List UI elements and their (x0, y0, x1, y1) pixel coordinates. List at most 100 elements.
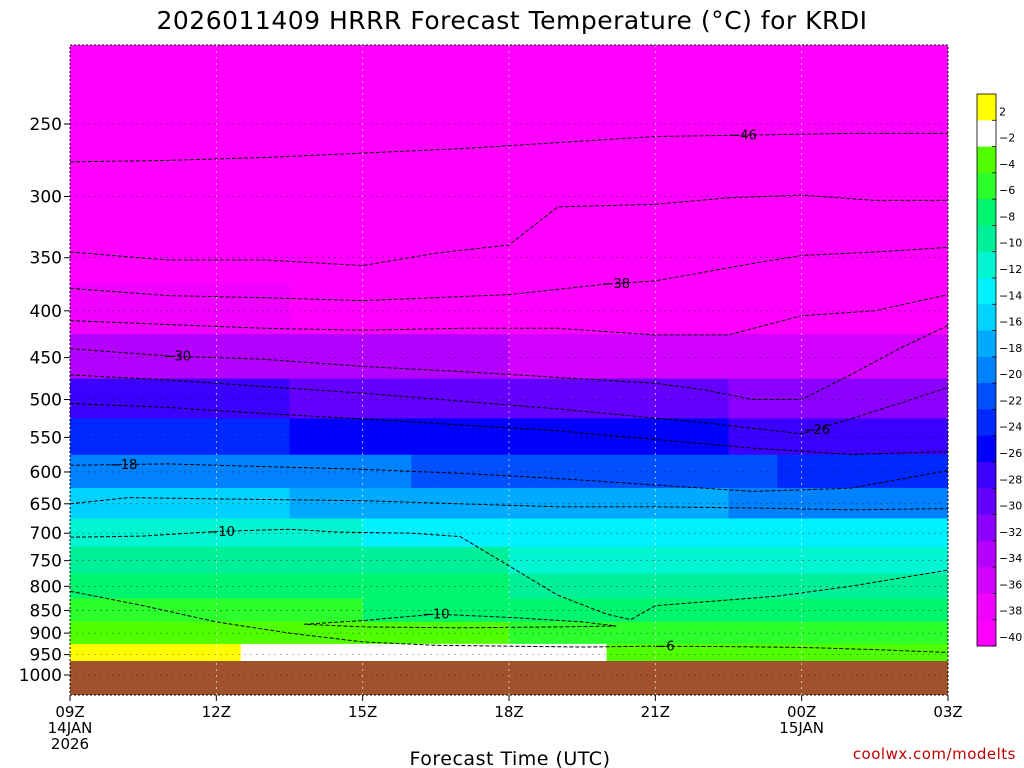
temperature-cell (387, 598, 413, 623)
temperature-cell (752, 334, 778, 380)
temperature-cell (874, 45, 900, 161)
colorbar-swatch (977, 356, 996, 384)
temperature-cell (338, 418, 364, 456)
temperature-cell (606, 160, 632, 228)
temperature-cell (533, 227, 559, 285)
temperature-cell (484, 45, 510, 161)
temperature-cell (923, 334, 948, 380)
temperature-cell (313, 621, 339, 645)
temperature-cell (484, 378, 510, 420)
colorbar-label: −28 (999, 473, 1022, 486)
temperature-cell (533, 160, 559, 228)
temperature-cell (679, 227, 705, 285)
colorbar-frame (976, 93, 997, 647)
temperature-cell (509, 227, 534, 285)
x-tick-label: 15Z (348, 703, 377, 721)
temperature-cell (533, 418, 559, 456)
y-tick-label: 750 (30, 552, 62, 572)
temperature-cell (289, 227, 315, 285)
temperature-cell (679, 45, 705, 161)
temperature-cell (362, 418, 388, 456)
temperature-cell (191, 546, 217, 574)
temperature-cell (460, 160, 486, 228)
temperature-cell (704, 284, 730, 335)
temperature-cell (630, 418, 656, 456)
colorbar-swatch (977, 304, 996, 331)
temperature-cell (387, 546, 413, 574)
colorbar-swatch (977, 593, 996, 620)
temperature-cell (435, 160, 461, 228)
temperature-cell (826, 418, 852, 456)
temperature-cell (460, 378, 486, 420)
temperature-cell (899, 227, 925, 285)
y-tick-label: 400 (30, 302, 62, 322)
temperature-cell (143, 334, 169, 380)
temperature-cell (679, 160, 705, 228)
temperature-cell (240, 45, 266, 161)
temperature-cell (923, 573, 948, 599)
temperature-cell (167, 227, 193, 285)
temperature-cell (655, 378, 681, 420)
colorbar-swatch (977, 567, 996, 594)
temperature-cell (850, 378, 876, 420)
temperature-cell (777, 334, 803, 380)
temperature-cell (777, 546, 803, 574)
temperature-cell (704, 454, 730, 489)
y-tick-label: 600 (30, 463, 62, 483)
temperature-cell (70, 45, 95, 161)
temperature-cell (728, 378, 754, 420)
y-tick-label: 550 (30, 428, 62, 448)
temperature-cell (752, 284, 778, 335)
colorbar-swatch (977, 383, 996, 410)
temperature-cell (752, 378, 778, 420)
temperature-cell (484, 418, 510, 456)
temperature-cell (240, 284, 266, 335)
temperature-cell (826, 45, 852, 161)
temperature-cell (70, 227, 95, 285)
y-tick-label: 350 (30, 249, 62, 269)
temperature-cell (509, 284, 534, 335)
contour-label: −10 (207, 525, 234, 540)
temperature-cell (752, 518, 778, 548)
temperature-cell (70, 418, 95, 456)
temperature-cell (338, 284, 364, 335)
temperature-cell (777, 487, 803, 520)
temperature-cell (191, 334, 217, 380)
temperature-cell (630, 378, 656, 420)
temperature-cell (143, 284, 169, 335)
temperature-cell (728, 284, 754, 335)
temperature-cell (313, 284, 339, 335)
isotherm-contour (70, 194, 948, 267)
temperature-cell (435, 45, 461, 161)
temperature-cell (557, 418, 583, 456)
y-axis: 250 300 350 400 450 500 550 600 650 700 750 800 850 9… (19, 115, 70, 686)
temperature-cell (313, 378, 339, 420)
temperature-cell (362, 378, 388, 420)
temperature-cell (630, 334, 656, 380)
temperature-cell (704, 378, 730, 420)
temperature-cell (191, 454, 217, 489)
temperature-cell (509, 334, 534, 380)
credit-text: coolwx.com/modelts (853, 745, 1016, 763)
y-tick-label: 700 (30, 524, 62, 544)
temperature-cell (460, 454, 486, 489)
temperature-cell (94, 334, 120, 380)
temperature-cell (435, 227, 461, 285)
x-tick-label: 2026 (51, 735, 89, 753)
temperature-cell (777, 418, 803, 456)
temperature-cell (265, 621, 291, 645)
temperature-cell (289, 378, 315, 420)
temperature-cell (777, 45, 803, 161)
temperature-cell (94, 160, 120, 228)
isotherm-contour (70, 132, 948, 163)
temperature-cell (923, 621, 948, 645)
temperature-cell (509, 160, 534, 228)
colorbar-label: −20 (999, 368, 1022, 381)
temperature-cell (387, 45, 413, 161)
temperature-cell (411, 284, 437, 335)
temperature-cell (923, 227, 948, 285)
temperature-cell (557, 546, 583, 574)
contour-labels: −46 −38 −30 −26 −18 −10 −10 −6 (110, 129, 830, 655)
temperature-cell (460, 334, 486, 380)
temperature-cell (728, 621, 754, 645)
